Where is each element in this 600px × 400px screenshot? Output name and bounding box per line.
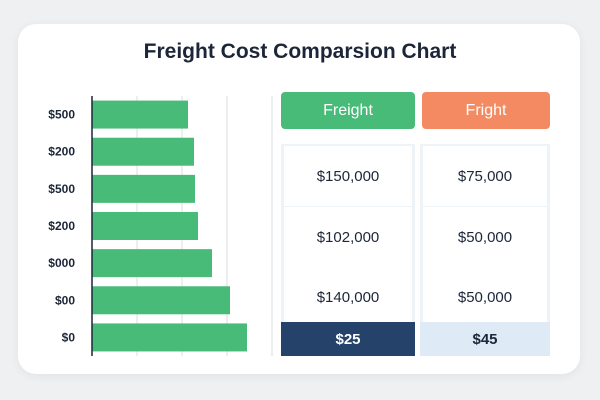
- bar-6: [92, 286, 230, 315]
- fright-column-header: Fright: [422, 92, 550, 129]
- fright-cell-1: $75,000: [423, 146, 547, 206]
- bar-5: [92, 249, 212, 278]
- bar-2: [92, 137, 194, 166]
- bar-3: [92, 174, 195, 203]
- y-tick-label-5: $000: [48, 256, 75, 270]
- freight-cell-1: $150,000: [284, 146, 412, 206]
- bar-4: [92, 212, 198, 240]
- bar-1: [92, 100, 188, 129]
- freight-cell-3: $140,000: [284, 267, 412, 327]
- freight-column-header: Freight: [281, 92, 415, 129]
- y-tick-label-1: $500: [48, 108, 75, 122]
- y-tick-label-3: $500: [48, 182, 75, 196]
- freight-total: $25: [281, 322, 415, 356]
- fright-total: $45: [420, 322, 550, 356]
- chart-title: Freight Cost Comparsion Chart: [143, 40, 457, 63]
- freight-cell-2: $102,000: [284, 207, 412, 267]
- y-tick-label-6: $00: [55, 293, 75, 307]
- y-tick-label-4: $200: [48, 219, 75, 233]
- y-tick-label-7: $0: [62, 330, 76, 344]
- bar-7: [92, 323, 247, 352]
- fright-cell-3: $50,000: [423, 267, 547, 327]
- fright-cell-2: $50,000: [423, 207, 547, 267]
- y-tick-label-2: $200: [48, 145, 75, 159]
